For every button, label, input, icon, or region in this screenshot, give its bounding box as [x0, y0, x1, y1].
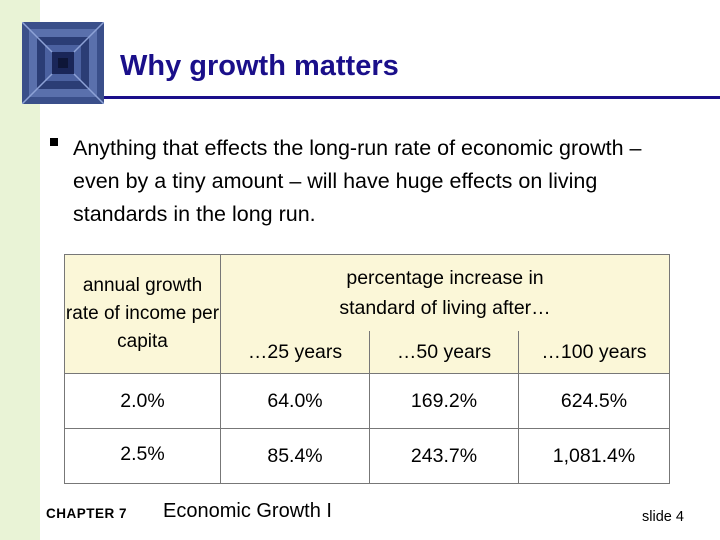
value-cell: 1,081.4% [518, 428, 670, 484]
title-underline [104, 96, 720, 99]
column-header-50: …50 years [369, 331, 519, 374]
slide-title: Why growth matters [120, 50, 399, 82]
table-row: 2.0% 64.0% 169.2% 624.5% [64, 373, 670, 429]
footer-topic: Economic Growth I [163, 500, 332, 522]
bullet-square-icon [50, 138, 58, 146]
row-header-cell: annual growth rate of income per capita [64, 254, 221, 374]
column-header-100: …100 years [518, 331, 670, 374]
value-cell: 169.2% [369, 373, 519, 429]
value-cell: 624.5% [518, 373, 670, 429]
bullet-text: Anything that effects the long-run rate … [73, 136, 642, 226]
rate-cell: 2.0% [64, 373, 221, 429]
growth-table: annual growth rate of income per capita … [64, 254, 670, 484]
value-cell: 85.4% [220, 428, 370, 484]
table-row: 2.5% 85.4% 243.7% 1,081.4% [64, 428, 670, 484]
column-header-25: …25 years [220, 331, 370, 374]
value-cell: 64.0% [220, 373, 370, 429]
rate-cell: 2.5% [64, 428, 221, 484]
span-header-cell: percentage increase in standard of livin… [220, 254, 670, 331]
footer-chapter: CHAPTER 7 [46, 506, 128, 521]
span-header-text: percentage increase in standard of livin… [339, 267, 551, 319]
value-cell: 243.7% [369, 428, 519, 484]
tunnel-logo-icon [22, 22, 104, 104]
slide-number: slide 4 [642, 509, 684, 525]
